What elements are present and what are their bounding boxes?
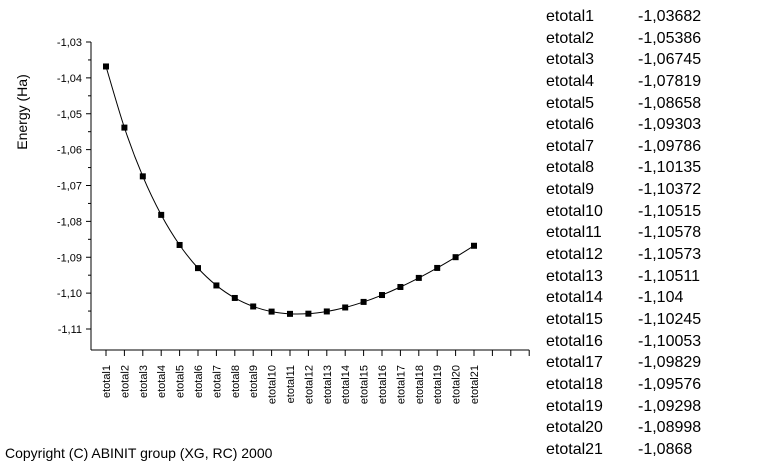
data-point (471, 242, 477, 249)
table-row-name: etotal11 (546, 224, 602, 242)
table-row-value: -1,07819 (638, 72, 702, 90)
data-point (379, 292, 385, 299)
table-row-value: -1,10515 (638, 202, 702, 220)
table-row-value: -1,10578 (638, 224, 702, 242)
table-row-name: etotal17 (546, 354, 603, 372)
table-row-name: etotal7 (546, 137, 595, 155)
y-axis-label: Energy (Ha) (14, 74, 30, 149)
table-row-name: etotal6 (546, 116, 595, 134)
x-tick-label: etotal17 (395, 365, 407, 404)
x-tick-label: etotal7 (211, 365, 223, 398)
data-point (397, 283, 404, 290)
table-row-value: -1,10053 (638, 332, 702, 350)
y-tick-label: -1,05 (57, 109, 82, 121)
table-row-value: -1,104 (638, 289, 684, 307)
table-row-name: etotal1 (546, 8, 595, 25)
table-row-name: etotal2 (546, 29, 595, 47)
table-row-value: -1,08658 (638, 94, 702, 112)
copyright-text: Copyright (C) ABINIT group (XG, RC) 2000 (5, 445, 273, 461)
table-row-name: etotal8 (546, 159, 595, 177)
table-row-value: -1,10573 (638, 246, 702, 264)
data-point (323, 308, 330, 315)
table-row-value: -1,10372 (638, 181, 702, 199)
data-point (213, 282, 220, 289)
data-point (360, 298, 367, 305)
x-tick-label: etotal21 (469, 365, 481, 404)
table-row-value: -1,05386 (638, 29, 702, 47)
x-tick-label: etotal19 (432, 365, 444, 404)
x-tick-label: etotal5 (175, 365, 187, 398)
table-row-value: -1,10511 (638, 267, 700, 285)
x-tick-label: etotal14 (340, 365, 352, 404)
x-tick-label: etotal4 (156, 365, 168, 398)
x-tick-label: etotal11 (285, 365, 297, 403)
y-tick-label: -1,09 (57, 252, 82, 264)
data-point (342, 304, 349, 311)
table-row-name: etotal9 (546, 181, 595, 199)
data-point (195, 265, 201, 272)
table-row-name: etotal20 (546, 419, 603, 437)
y-tick-label: -1,10 (57, 288, 82, 300)
table-row-name: etotal10 (546, 202, 603, 220)
x-tick-label: etotal12 (303, 365, 315, 404)
table-row-name: etotal13 (546, 267, 603, 285)
table-row-name: etotal4 (546, 72, 595, 90)
table-row-value: -1,09298 (638, 397, 702, 415)
x-tick-label: etotal18 (414, 365, 426, 404)
x-tick-label: etotal9 (248, 365, 260, 398)
x-tick-label: etotal1 (101, 365, 113, 398)
table-row-name: etotal21 (546, 440, 603, 458)
x-tick-label: etotal8 (230, 365, 242, 398)
table-row-name: etotal14 (546, 289, 603, 307)
table-row-name: etotal5 (546, 94, 595, 112)
x-tick-label: etotal2 (119, 365, 131, 398)
data-point (268, 308, 275, 315)
table-row-value: -1,06745 (638, 51, 702, 69)
y-tick-label: -1,08 (57, 216, 82, 228)
data-point (434, 264, 441, 271)
table-row-value: -1,09576 (638, 375, 702, 393)
data-point (452, 254, 459, 261)
table-row-name: etotal18 (546, 375, 603, 393)
data-point (103, 63, 109, 70)
x-tick-label: etotal13 (322, 365, 334, 404)
table-row-value: -1,09829 (638, 354, 702, 372)
x-tick-label: etotal3 (138, 365, 150, 398)
data-point (139, 173, 146, 180)
table-row-name: etotal3 (546, 51, 595, 69)
data-point (176, 241, 183, 248)
y-tick-label: -1,07 (57, 181, 82, 193)
y-tick-label: -1,04 (57, 73, 82, 85)
x-tick-label: etotal16 (377, 365, 389, 404)
data-point (158, 211, 165, 218)
table-row-value: -1,09303 (638, 116, 702, 134)
data-point (121, 124, 128, 131)
x-tick-label: etotal10 (267, 365, 279, 404)
data-point (231, 294, 238, 301)
table-row-name: etotal19 (546, 397, 603, 415)
table-row-name: etotal15 (546, 310, 603, 328)
data-point (415, 274, 422, 281)
table-row-value: -1,0868 (638, 440, 693, 458)
y-tick-label: -1,11 (58, 324, 82, 336)
table-row-value: -1,10245 (638, 310, 702, 328)
y-tick-label: -1,03 (57, 37, 82, 49)
x-tick-label: etotal6 (193, 365, 205, 398)
table-row-name: etotal12 (546, 246, 603, 264)
table-row-name: etotal16 (546, 332, 603, 350)
x-tick-label: etotal15 (359, 365, 371, 404)
table-row-value: -1,03682 (638, 8, 702, 25)
table-row-value: -1,09786 (638, 137, 702, 155)
x-tick-label: etotal20 (451, 365, 463, 404)
data-point (305, 310, 312, 317)
data-point (250, 303, 257, 310)
table-row-value: -1,10135 (638, 159, 702, 177)
y-tick-label: -1,06 (57, 145, 82, 157)
data-point (287, 310, 293, 317)
table-row-value: -1,08998 (638, 419, 702, 437)
